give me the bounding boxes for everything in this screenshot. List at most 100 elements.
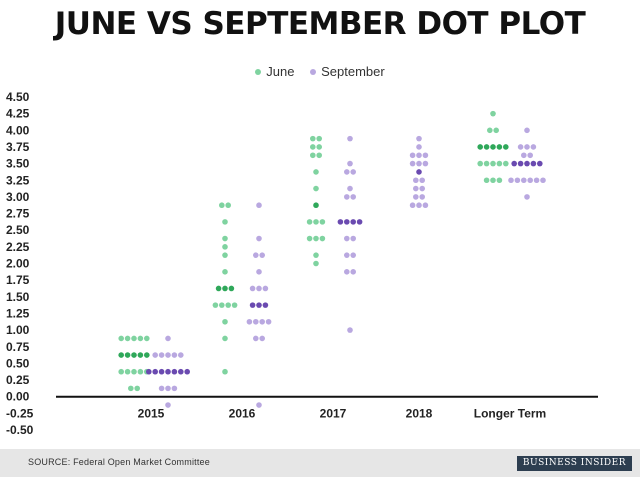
september-dot — [165, 335, 171, 342]
september-dot — [249, 302, 256, 308]
june-dot — [222, 244, 228, 250]
september-dot — [344, 269, 350, 275]
september-dot — [356, 219, 363, 225]
september-dot — [527, 177, 533, 184]
june-dot — [306, 235, 313, 242]
september-dot — [347, 185, 353, 192]
y-tick-label: -0.25 — [6, 406, 34, 420]
june-dot — [225, 202, 231, 209]
june-dot — [131, 368, 137, 375]
june-dot — [483, 160, 490, 167]
june-dot — [124, 368, 131, 375]
june-dot — [310, 152, 316, 159]
june-dot — [310, 135, 316, 142]
y-tick-label: -0.50 — [6, 423, 34, 437]
september-dot — [422, 202, 429, 209]
june-dot — [215, 285, 222, 292]
june-dot — [490, 177, 496, 184]
june-dot — [496, 177, 503, 184]
september-dot — [337, 219, 344, 225]
june-dot — [118, 335, 124, 342]
y-tick-label: 3.50 — [6, 157, 30, 171]
september-dot — [540, 177, 546, 184]
june-dot — [231, 302, 238, 308]
september-dot — [347, 160, 353, 167]
june-dot — [144, 352, 150, 358]
september-dot — [347, 135, 353, 142]
september-dot — [350, 235, 357, 242]
june-dot — [212, 302, 219, 308]
legend-label-june: June — [266, 64, 295, 79]
september-dot — [419, 185, 426, 192]
june-dot — [496, 144, 503, 150]
september-dot — [152, 352, 158, 358]
september-dot — [413, 194, 419, 200]
june-dot — [124, 335, 131, 342]
september-dot — [256, 402, 262, 408]
legend-label-september: September — [321, 64, 385, 79]
y-tick-label: 1.50 — [6, 290, 30, 304]
september-dot — [256, 235, 262, 242]
september-dot — [533, 177, 540, 184]
september-dot — [158, 385, 165, 392]
june-dot — [319, 235, 326, 242]
september-dot — [524, 160, 530, 167]
brand-logo: BUSINESS INSIDER — [516, 456, 632, 471]
june-dot — [222, 235, 228, 242]
y-tick-label: 2.00 — [6, 257, 30, 271]
dot-plot: 4.50 4.25 4.00 3.75 3.50 3.25 3.00 2.75 2.50 2.25… — [6, 90, 598, 437]
september-dot — [530, 160, 537, 167]
september-dot — [517, 160, 524, 167]
september-dot — [530, 144, 537, 150]
june-dot — [316, 135, 323, 142]
september-dot — [413, 185, 419, 192]
september-dot — [249, 285, 256, 292]
june-dot — [490, 144, 496, 150]
september-dot — [416, 152, 422, 159]
y-tick-label: 2.25 — [6, 240, 30, 254]
june-dot — [137, 335, 144, 342]
x-tick-label: 2018 — [406, 406, 433, 420]
september-dot — [265, 318, 272, 325]
june-dot — [222, 285, 228, 292]
september-dot — [537, 160, 543, 167]
september-dot — [344, 252, 350, 258]
september-dot — [422, 152, 429, 159]
june-dot — [137, 352, 144, 358]
june-dot — [219, 202, 225, 209]
september-dot — [171, 385, 178, 392]
y-tick-label: 2.75 — [6, 207, 30, 221]
june-dot — [228, 285, 235, 292]
september-dot — [416, 135, 422, 142]
y-tick-label: 1.00 — [6, 323, 30, 337]
september-dot — [256, 269, 262, 275]
y-tick-label: 0.00 — [6, 390, 30, 404]
june-dot — [490, 160, 496, 167]
september-dot — [508, 177, 514, 184]
september-dot — [527, 152, 533, 159]
september-dot — [422, 160, 429, 167]
june-dot — [313, 169, 319, 175]
september-dot — [409, 202, 416, 209]
legend-item-june: June — [255, 64, 294, 79]
september-dot — [416, 169, 422, 175]
june-dot — [225, 302, 231, 308]
june-dot — [222, 335, 228, 342]
x-tick-label: 2015 — [138, 406, 165, 420]
september-dot — [419, 177, 426, 184]
september-dot — [416, 144, 422, 150]
september-dot — [253, 318, 259, 325]
september-dot — [262, 302, 269, 308]
june-dot — [487, 127, 493, 134]
june-dot — [483, 144, 490, 150]
june-dot — [222, 318, 228, 325]
september-dot — [517, 144, 524, 150]
x-tick-label: 2017 — [320, 406, 347, 420]
y-tick-label: 4.25 — [6, 107, 30, 121]
september-dot — [158, 368, 165, 375]
september-dot — [171, 352, 178, 358]
june-dot — [503, 160, 509, 167]
september-dot — [419, 194, 426, 200]
september-dot — [184, 368, 190, 375]
june-dot — [483, 177, 490, 184]
